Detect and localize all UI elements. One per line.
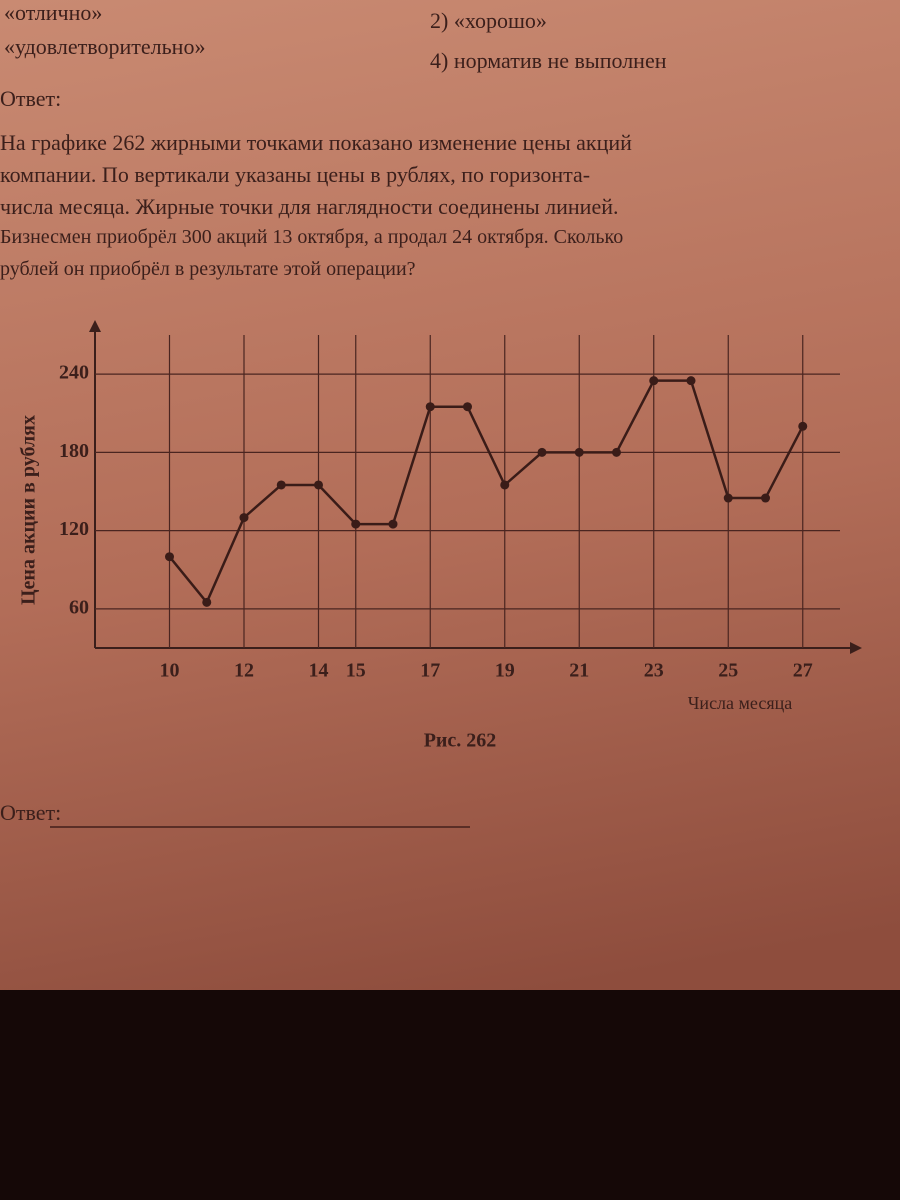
data-point: [314, 480, 323, 490]
data-point: [239, 513, 249, 523]
chart: Цена акции в рублях Числа месяца Рис. 26…: [18, 320, 862, 752]
x-tick-label: 21: [569, 660, 589, 682]
option: 2) «хорошо»: [430, 8, 547, 33]
y-tick-label: 120: [59, 518, 89, 540]
x-tick-label: 12: [234, 660, 254, 682]
data-point: [537, 447, 547, 457]
x-tick-label: 14: [309, 660, 329, 682]
data-point: [500, 480, 510, 490]
answer-label: Ответ:: [0, 800, 62, 825]
data-point: [612, 447, 621, 457]
answer-line: [50, 826, 470, 828]
y-tick-label: 240: [59, 362, 89, 384]
data-point: [574, 447, 584, 457]
x-tick-label: 10: [160, 660, 180, 682]
x-tick-label: 17: [420, 660, 440, 682]
x-tick-label: 19: [495, 660, 515, 682]
data-point: [798, 421, 808, 431]
y-tick-label: 180: [59, 440, 89, 462]
data-point: [425, 402, 435, 412]
problem-line: На графике 262 жирными точками показано …: [0, 130, 632, 155]
problem-line: Бизнесмен приобрёл 300 акций 13 октября,…: [0, 226, 624, 248]
answer-label: Ответ:: [0, 86, 62, 111]
data-point: [276, 480, 286, 490]
data-point: [723, 493, 733, 503]
x-tick-label: 27: [793, 660, 813, 682]
x-tick-label: 15: [346, 660, 366, 682]
data-point: [351, 519, 361, 529]
axis-arrow: [89, 320, 101, 332]
x-axis-label: Числа месяца: [688, 693, 793, 713]
y-tick-label: 60: [69, 596, 89, 618]
axis-arrow: [850, 642, 862, 654]
price-line: [168, 379, 804, 605]
background-shadow: [0, 990, 900, 1200]
problem-line: числа месяца. Жирные точки для нагляднос…: [0, 194, 619, 219]
y-axis-label: Цена акции в рублях: [18, 415, 40, 605]
data-point: [202, 597, 212, 607]
problem-line: рублей он приобрёл в результате этой опе…: [0, 258, 416, 280]
data-point: [165, 552, 174, 562]
data-point: [649, 376, 659, 386]
problem-line: компании. По вертикали указаны цены в ру…: [0, 162, 591, 187]
option: «удовлетворительно»: [4, 34, 206, 59]
data-point: [388, 519, 398, 529]
option: 4) норматив не выполнен: [430, 48, 667, 73]
caption: Рис. 262: [424, 730, 497, 752]
data-point: [686, 376, 696, 386]
data-point: [761, 493, 770, 503]
data-point: [463, 402, 472, 412]
x-tick-label: 25: [718, 660, 738, 682]
option: «отлично»: [4, 0, 103, 25]
x-tick-label: 23: [644, 660, 664, 682]
